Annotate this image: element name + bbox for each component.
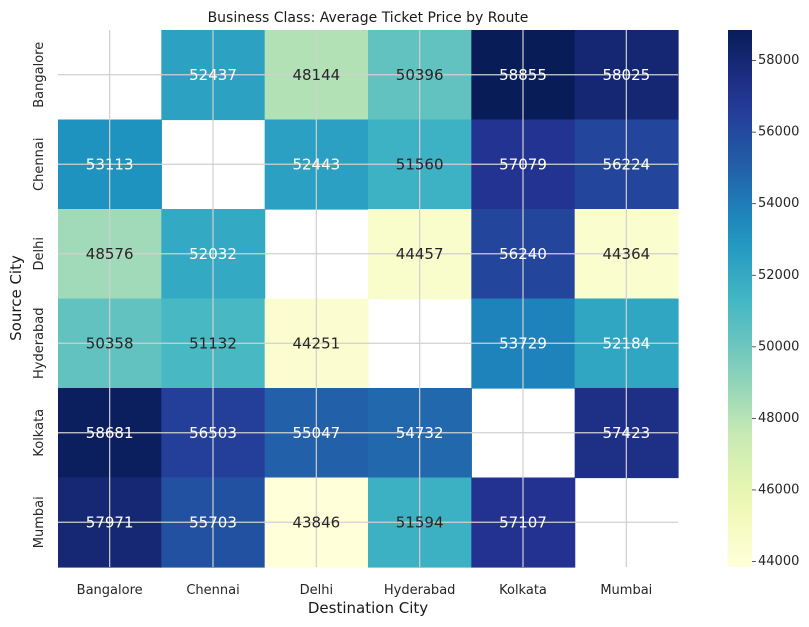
cell-value-label: 57079	[499, 155, 547, 173]
cell-value-label: 51560	[396, 155, 444, 173]
x-tick-label: Delhi	[300, 583, 333, 598]
colorbar-tick-label: 56000	[758, 125, 799, 140]
heatmap-cell-labels: 52437 48144 50396 58855 58025 53113 52443 51560…	[86, 66, 650, 532]
cell-value-label: 44251	[292, 334, 340, 352]
cell-value-label: 51132	[189, 334, 237, 352]
x-axis-ticks: Bangalore Chennai Delhi Hyderabad Kolkata Mum…	[77, 583, 653, 598]
cell-value-label: 50396	[396, 66, 444, 84]
cell-value-label: 44364	[602, 245, 650, 263]
cell-value-label: 56240	[499, 245, 547, 263]
colorbar-tick-label: 52000	[758, 268, 799, 283]
cell-value-label: 43846	[292, 513, 340, 531]
cell-value-label: 54732	[396, 424, 444, 442]
x-tick-label: Chennai	[186, 583, 239, 598]
cell-value-label: 50358	[86, 334, 134, 352]
cell-value-label: 52184	[602, 334, 650, 352]
cell-value-label: 48576	[86, 245, 134, 263]
colorbar-tick-label: 54000	[758, 196, 799, 211]
cell-value-label: 57107	[499, 513, 547, 531]
cell-value-label: 51594	[396, 513, 444, 531]
y-tick-label: Mumbai	[32, 496, 47, 548]
x-tick-label: Hyderabad	[384, 583, 456, 598]
cell-value-label: 52437	[189, 66, 237, 84]
cell-value-label: 56224	[602, 155, 650, 173]
cell-value-label: 58855	[499, 66, 547, 84]
colorbar-tick-label: 58000	[758, 53, 799, 68]
y-tick-label: Hyderabad	[32, 308, 47, 380]
colorbar-tick-label: 50000	[758, 339, 799, 354]
cell-value-label: 52443	[292, 155, 340, 173]
cell-value-label: 53113	[86, 155, 134, 173]
cell-value-label: 58025	[602, 66, 650, 84]
y-tick-label: Delhi	[32, 237, 47, 270]
colorbar	[728, 30, 752, 567]
cell-value-label: 53729	[499, 334, 547, 352]
cell-value-label: 56503	[189, 424, 237, 442]
cell-value-label: 57423	[602, 424, 650, 442]
y-tick-label: Bangalore	[32, 42, 47, 108]
cell-value-label: 52032	[189, 245, 237, 263]
y-tick-label: Kolkata	[32, 409, 47, 457]
heatmap-cells	[58, 30, 679, 568]
colorbar-tick-label: 46000	[758, 482, 799, 497]
y-axis-label: Source City	[7, 255, 25, 341]
colorbar-ticks: 44000 46000 48000 50000 52000 54000 56000 58000	[752, 53, 799, 569]
x-tick-label: Kolkata	[499, 583, 547, 598]
cell-value-label: 57971	[86, 513, 134, 531]
x-axis-label: Destination City	[308, 599, 428, 617]
heatmap-grid	[58, 30, 678, 567]
y-tick-label: Chennai	[32, 138, 47, 191]
cell-value-label: 58681	[86, 424, 134, 442]
colorbar-tick-label: 48000	[758, 411, 799, 426]
cell-value-label: 55703	[189, 513, 237, 531]
cell-value-label: 44457	[396, 245, 444, 263]
cell-value-label: 55047	[292, 424, 340, 442]
chart-title: Business Class: Average Ticket Price by …	[208, 10, 529, 26]
x-tick-label: Mumbai	[600, 583, 652, 598]
x-tick-label: Bangalore	[77, 583, 143, 598]
cell-value-label: 48144	[292, 66, 340, 84]
y-axis-ticks: Bangalore Chennai Delhi Hyderabad Kolkata Mum…	[32, 42, 47, 548]
colorbar-tick-label: 44000	[758, 554, 799, 569]
